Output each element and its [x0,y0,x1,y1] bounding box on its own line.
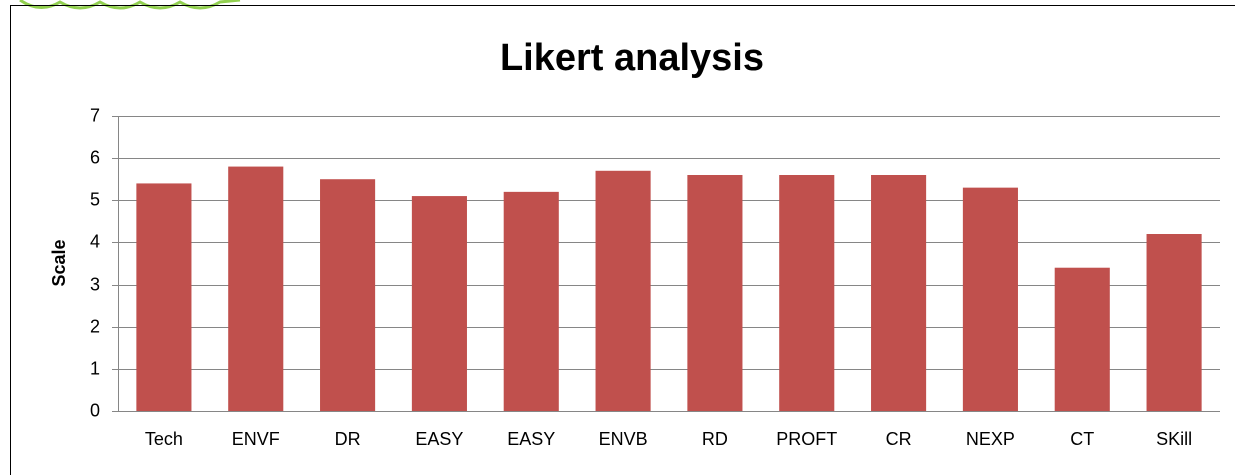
x-tick-label: ENVF [232,429,280,449]
y-tick-label: 0 [90,400,100,420]
y-tick-label: 3 [90,274,100,294]
bar [1054,267,1110,411]
bar [962,187,1018,411]
bar [1146,234,1202,411]
bar [228,166,284,411]
y-tick-label: 5 [90,189,100,209]
x-tick-label: NEXP [966,429,1015,449]
x-tick-label: CR [886,429,912,449]
bar [779,175,835,411]
bar [687,175,743,411]
bar [595,170,651,411]
y-tick-label: 1 [90,358,100,378]
y-axis-label: Scale [49,239,69,286]
bar [411,196,467,411]
x-tick-label: ENVB [599,429,648,449]
x-tick-label: PROFT [776,429,837,449]
x-tick-label: CT [1070,429,1094,449]
x-tick-label: SKill [1156,429,1192,449]
bar [503,191,559,411]
x-tick-label: RD [702,429,728,449]
logo-fragment [19,0,241,10]
bar [320,179,376,411]
x-tick-label: DR [335,429,361,449]
x-tick-label: Tech [145,429,183,449]
chart-frame [10,5,1235,475]
y-tick-label: 2 [90,316,100,336]
chart-title: Likert analysis [500,37,764,79]
y-tick-label: 6 [90,147,100,167]
y-tick-label: 4 [90,231,100,251]
x-tick-label: EASY [415,429,463,449]
x-tick-label: EASY [507,429,555,449]
bar [136,183,192,411]
y-tick-label: 7 [90,105,100,125]
bar [871,175,927,411]
